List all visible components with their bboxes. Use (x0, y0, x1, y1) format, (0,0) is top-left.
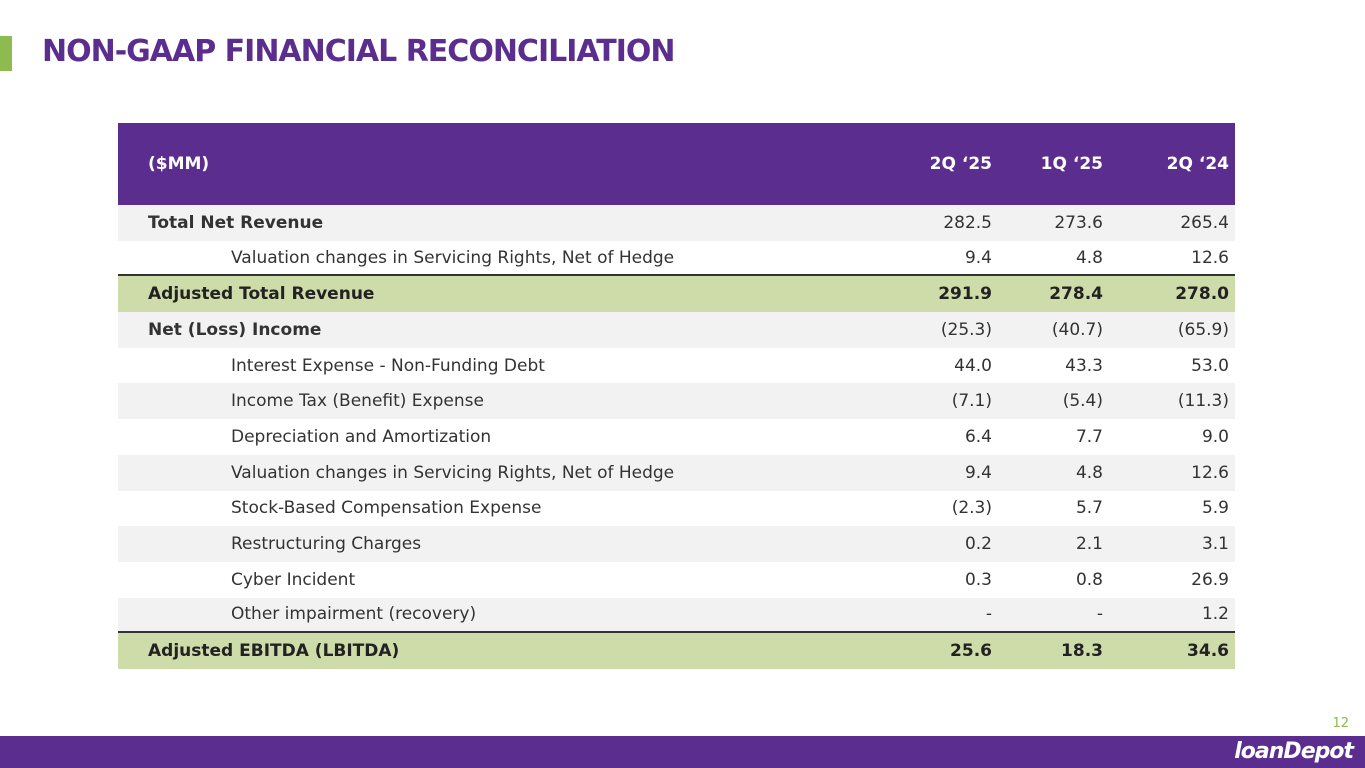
row-value: 291.9 (938, 284, 992, 305)
row-value: - (985, 604, 992, 625)
row-value: 9.4 (964, 462, 992, 483)
row-value: 6.4 (964, 426, 992, 447)
row-label: Stock-Based Compensation Expense (231, 498, 542, 519)
header-col-3: 2Q ‘24 (1166, 154, 1229, 174)
row-label: Adjusted Total Revenue (148, 284, 375, 305)
row-value: 282.5 (943, 212, 992, 233)
table-row: Income Tax (Benefit) Expense (7.1) (5.4) (1… (118, 383, 1235, 420)
row-value: 25.6 (950, 641, 992, 662)
row-label: Depreciation and Amortization (231, 426, 492, 447)
row-value: 1.2 (1201, 604, 1229, 625)
row-value: (65.9) (1177, 319, 1229, 340)
table-header: ($MM) 2Q ‘25 1Q ‘25 2Q ‘24 (118, 123, 1235, 205)
table-row: Restructuring Charges 0.2 2.1 3.1 (118, 526, 1235, 562)
row-value: 5.9 (1201, 498, 1229, 519)
row-value: (11.3) (1177, 391, 1229, 412)
row-label: Interest Expense - Non-Funding Debt (231, 355, 545, 376)
table-row: Adjusted EBITDA (LBITDA) 25.6 18.3 34.6 (118, 633, 1235, 669)
page-title: NON-GAAP FINANCIAL RECONCILIATION (42, 34, 676, 69)
table-row: Other impairment (recovery) - - 1.2 (118, 597, 1235, 634)
row-label: Adjusted EBITDA (LBITDA) (148, 641, 400, 662)
table-row: Stock-Based Compensation Expense (2.3) 5.7… (118, 491, 1235, 527)
row-value: 5.7 (1075, 498, 1103, 519)
row-value: 278.4 (1049, 284, 1103, 305)
table-row: Total Net Revenue 282.5 273.6 265.4 (118, 205, 1235, 241)
row-value: 273.6 (1054, 212, 1103, 233)
page-number: 12 (1332, 716, 1349, 731)
row-value: 0.3 (964, 569, 992, 590)
header-units: ($MM) (148, 154, 210, 174)
row-value: 44.0 (954, 355, 992, 376)
table-row: Cyber Incident 0.3 0.8 26.9 (118, 562, 1235, 598)
row-value: 34.6 (1187, 641, 1229, 662)
table-row: Net (Loss) Income (25.3) (40.7) (65.9) (118, 312, 1235, 348)
table-row: Interest Expense - Non-Funding Debt 44.0 4… (118, 348, 1235, 384)
row-value: 26.9 (1191, 569, 1229, 590)
footer-bar: loanDepot (0, 736, 1365, 768)
row-value: (7.1) (951, 391, 992, 412)
row-label: Other impairment (recovery) (231, 604, 477, 625)
title-accent-bar (0, 36, 12, 71)
row-value: (25.3) (940, 319, 992, 340)
row-value: 53.0 (1191, 355, 1229, 376)
row-value: 278.0 (1175, 284, 1229, 305)
row-label: Valuation changes in Servicing Rights, N… (231, 462, 675, 483)
row-value: 9.4 (964, 247, 992, 268)
row-label: Restructuring Charges (231, 534, 422, 555)
row-value: (40.7) (1051, 319, 1103, 340)
table-row: Valuation changes in Servicing Rights, N… (118, 241, 1235, 277)
row-label: Net (Loss) Income (148, 319, 322, 340)
table-row: Adjusted Total Revenue 291.9 278.4 278.0 (118, 276, 1235, 313)
row-value: 12.6 (1191, 462, 1229, 483)
loandepot-logo: loanDepot (1234, 739, 1354, 764)
row-value: 9.0 (1201, 426, 1229, 447)
row-value: (2.3) (951, 498, 992, 519)
header-col-2: 1Q ‘25 (1040, 154, 1103, 174)
row-label: Valuation changes in Servicing Rights, N… (231, 247, 675, 268)
row-value: 18.3 (1061, 641, 1103, 662)
row-value: 3.1 (1201, 534, 1229, 555)
row-value: - (1096, 604, 1103, 625)
row-value: 7.7 (1075, 426, 1103, 447)
table-body: Total Net Revenue 282.5 273.6 265.4 Valuatio… (118, 205, 1235, 669)
table-row: Depreciation and Amortization 6.4 7.7 9.0 (118, 419, 1235, 455)
row-value: 4.8 (1075, 462, 1103, 483)
row-value: 0.8 (1075, 569, 1103, 590)
row-value: 0.2 (964, 534, 992, 555)
header-col-1: 2Q ‘25 (929, 154, 992, 174)
row-value: 12.6 (1191, 247, 1229, 268)
row-value: 4.8 (1075, 247, 1103, 268)
row-label: Total Net Revenue (148, 212, 324, 233)
table-row: Valuation changes in Servicing Rights, N… (118, 454, 1235, 491)
row-label: Cyber Incident (231, 569, 356, 590)
row-value: 2.1 (1075, 534, 1103, 555)
row-value: (5.4) (1062, 391, 1103, 412)
reconciliation-table: ($MM) 2Q ‘25 1Q ‘25 2Q ‘24 Total Net Rev… (118, 123, 1235, 669)
row-label: Income Tax (Benefit) Expense (231, 391, 484, 412)
row-value: 265.4 (1180, 212, 1229, 233)
row-value: 43.3 (1065, 355, 1103, 376)
